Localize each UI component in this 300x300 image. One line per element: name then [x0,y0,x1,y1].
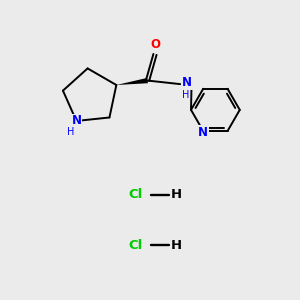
Text: N: N [182,76,192,89]
Text: N: N [198,126,208,139]
Text: N: N [71,115,81,128]
Text: Cl: Cl [128,188,142,201]
Text: H: H [68,127,75,137]
Text: H: H [171,238,182,252]
Polygon shape [116,78,148,85]
Text: O: O [150,38,160,51]
Text: H: H [171,188,182,201]
Text: Cl: Cl [128,238,142,252]
Text: H: H [182,89,189,100]
